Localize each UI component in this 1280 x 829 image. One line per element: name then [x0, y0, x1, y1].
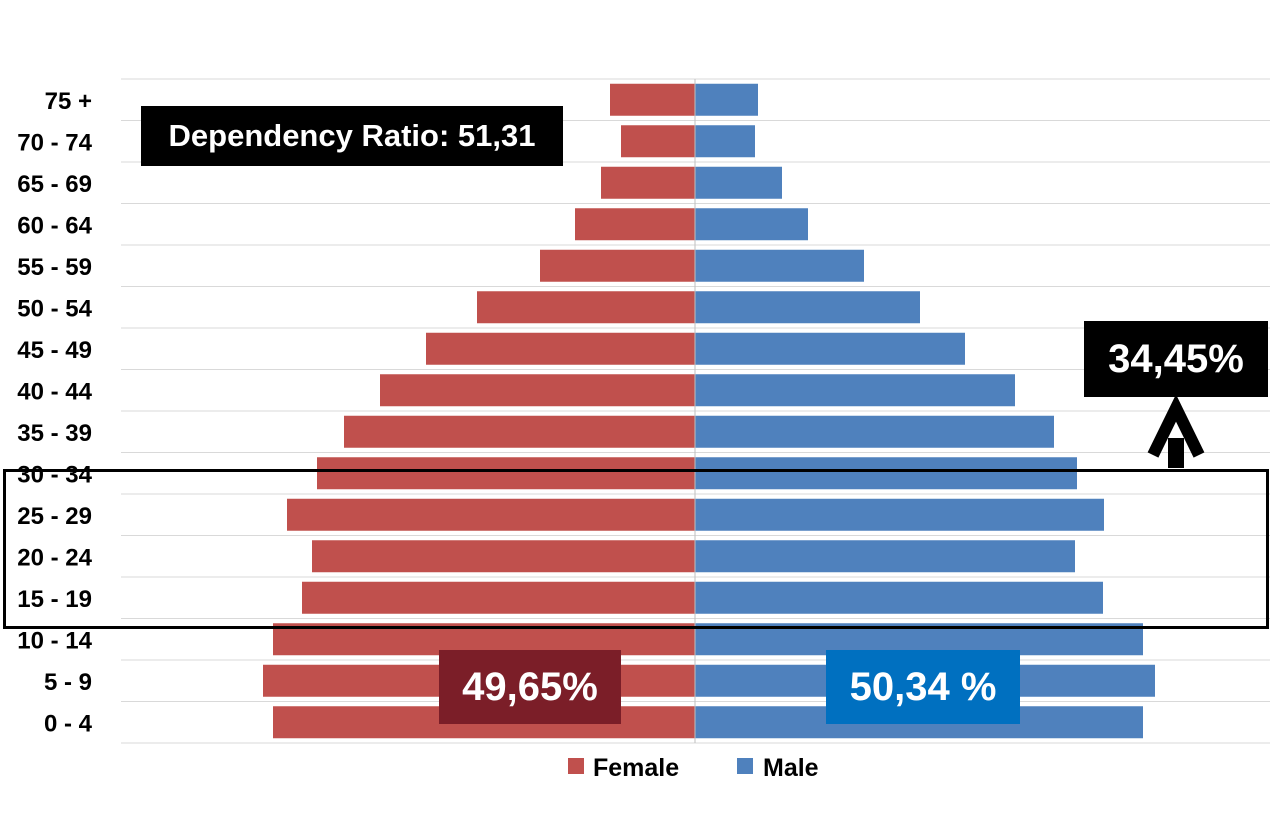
bar-male-35-39: [695, 415, 1054, 448]
legend: Female Male: [568, 754, 819, 782]
working-age-highlight-box: [3, 469, 1269, 629]
bar-female-75+: [610, 83, 695, 116]
tick-label: 70 - 74: [17, 129, 92, 156]
tick-label: 0 - 4: [44, 710, 93, 737]
bar-male-75+: [695, 83, 758, 116]
bar-male-30-34: [695, 457, 1077, 490]
bar-female-50-54: [477, 291, 695, 324]
tick-label: 75 +: [45, 88, 92, 115]
bar-male-70-74: [695, 125, 755, 158]
bar-male-15-19: [695, 581, 1103, 614]
legend-swatch-female: [568, 758, 584, 774]
tick-label: 65 - 69: [17, 171, 92, 198]
tick-label: 35 - 39: [17, 420, 92, 447]
bar-female-70-74: [621, 125, 695, 158]
bar-female-35-39: [344, 415, 695, 448]
bar-female-55-59: [540, 249, 695, 282]
bar-female-65-69: [601, 166, 695, 199]
bar-female-40-44: [380, 374, 695, 407]
tick-label: 45 - 49: [17, 337, 92, 364]
bar-male-50-54: [695, 291, 920, 324]
legend-label-male: Male: [763, 754, 819, 782]
bar-female-25-29: [287, 498, 695, 531]
dependency-ratio-label: Dependency Ratio: 51,31: [141, 106, 563, 166]
male-total-label: 50,34 %: [826, 650, 1020, 724]
tick-label: 20 - 24: [17, 544, 92, 571]
tick-label: 30 - 34: [17, 461, 92, 488]
bar-male-25-29: [695, 498, 1104, 531]
legend-swatch-male: [737, 758, 753, 774]
bar-male-65-69: [695, 166, 782, 199]
bar-female-60-64: [575, 208, 695, 241]
up-arrow-icon: [1147, 394, 1205, 468]
female-total-label: 49,65%: [439, 650, 621, 724]
tick-label: 40 - 44: [17, 378, 92, 405]
tick-label: 50 - 54: [17, 295, 92, 322]
tick-label: 55 - 59: [17, 254, 92, 281]
tick-label: 10 - 14: [17, 627, 92, 654]
bar-male-40-44: [695, 374, 1015, 407]
bar-male-60-64: [695, 208, 808, 241]
bar-female-30-34: [317, 457, 695, 490]
bar-male-20-24: [695, 540, 1075, 573]
legend-label-female: Female: [593, 754, 679, 782]
tick-label: 5 - 9: [44, 669, 92, 696]
category-axis: 0 - 4 5 - 9 10 - 14 15 - 19 20 - 24 25 - 29 30…: [17, 88, 92, 738]
bar-male-45-49: [695, 332, 965, 365]
tick-label: 25 - 29: [17, 503, 92, 530]
tick-label: 60 - 64: [17, 212, 92, 239]
tick-label: 15 - 19: [17, 586, 92, 613]
bar-female-45-49: [426, 332, 695, 365]
bar-female-20-24: [312, 540, 695, 573]
bar-male-55-59: [695, 249, 864, 282]
working-age-share-label: 34,45%: [1084, 321, 1268, 397]
bar-female-15-19: [302, 581, 695, 614]
